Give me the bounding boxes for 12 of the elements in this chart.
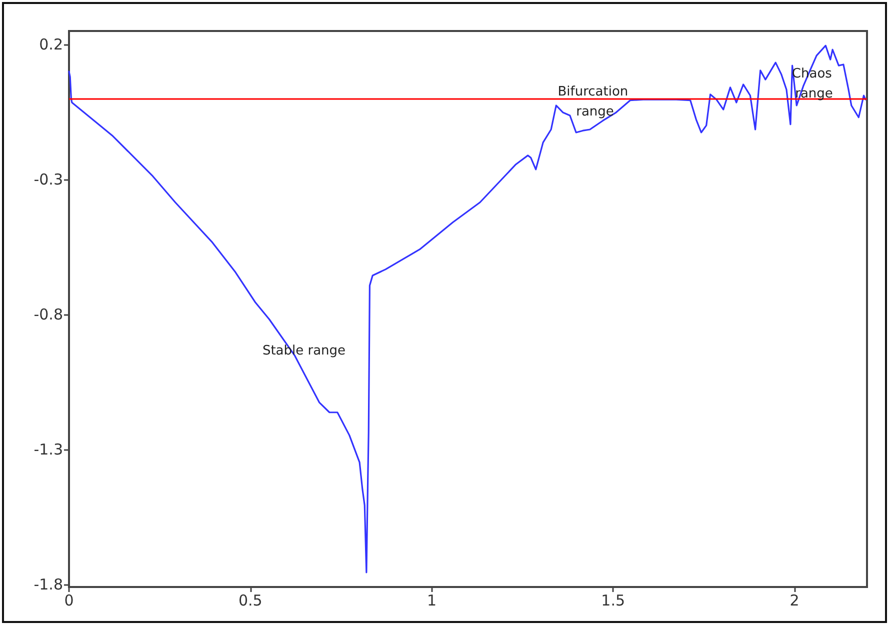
annotation: Bifurcation range	[558, 84, 632, 120]
x-tick-label: 1.5	[601, 592, 626, 610]
x-tick-label: 2	[790, 592, 800, 610]
y-tick-label: -1.8	[34, 575, 63, 594]
y-tick-label: 0.2	[39, 35, 63, 54]
x-tick-label: 0.5	[238, 592, 262, 610]
y-tick-label: -0.3	[34, 170, 63, 188]
x-tick-label: 1	[426, 592, 436, 610]
x-tick-label: 0	[64, 592, 74, 610]
y-tick-label: -1.3	[34, 440, 63, 458]
line-series	[68, 44, 866, 574]
y-tick-label: -0.8	[34, 305, 63, 324]
